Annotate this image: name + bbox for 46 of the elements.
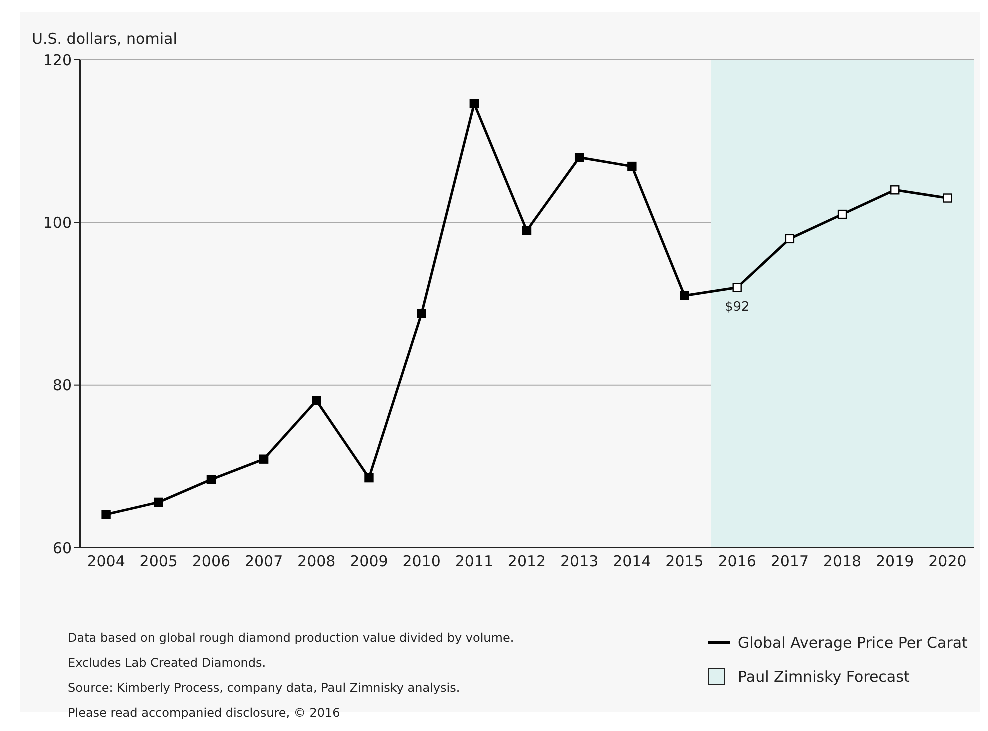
x-tick-label: 2004 xyxy=(87,552,126,571)
x-tick-label: 2015 xyxy=(666,552,704,571)
point xyxy=(364,473,374,483)
point xyxy=(259,454,269,464)
point xyxy=(680,291,690,300)
x-tick-label: 2012 xyxy=(508,552,546,571)
source-note: Source: Kimberly Process, company data, Paul Zimnisky analysis. xyxy=(68,680,462,697)
text: Excludes Lab Created Diamonds. xyxy=(68,655,268,672)
point xyxy=(732,283,742,292)
point xyxy=(102,510,111,520)
x-tick-label: 2011 xyxy=(455,552,494,571)
point xyxy=(890,186,900,195)
x-tick-label: 2008 xyxy=(298,552,336,571)
x-tick-label: 2014 xyxy=(613,552,652,571)
x-tick-label: 2007 xyxy=(244,552,284,571)
x-tick-label: 2017 xyxy=(770,552,810,571)
point xyxy=(838,210,848,220)
x-tick-label: 2018 xyxy=(823,552,862,571)
x-tick-label: 2006 xyxy=(192,552,231,571)
legend-label: Paul Zimnisky Forecast xyxy=(737,667,911,688)
x-tick-label: 2013 xyxy=(560,552,599,571)
point xyxy=(943,194,952,203)
y-axis-title: U.S. dollars, nomial xyxy=(32,30,178,48)
annotation: $92 xyxy=(724,300,750,315)
text: Data based on global rough diamond production value divided by volume. xyxy=(68,630,514,647)
y-tick-label: 60 xyxy=(52,539,72,558)
x-tick-label: 2009 xyxy=(350,552,388,571)
point xyxy=(628,162,637,172)
point xyxy=(574,153,584,162)
y-tick-label: 120 xyxy=(43,51,72,70)
point xyxy=(470,99,480,109)
point xyxy=(522,226,532,236)
x-tick-label: 2019 xyxy=(876,552,914,571)
point xyxy=(206,475,216,484)
x-tick-label: 2010 xyxy=(402,552,441,571)
point xyxy=(154,498,164,508)
x-tick-label: 2020 xyxy=(928,552,967,571)
y-tick-label: 100 xyxy=(43,214,72,232)
point xyxy=(417,309,426,318)
y-tick-label: 80 xyxy=(52,376,72,395)
x-tick-label: 2005 xyxy=(140,552,178,571)
point xyxy=(785,234,795,244)
point xyxy=(312,396,322,406)
text: Please read accompanied disclosure, © 2016 xyxy=(68,705,342,722)
x-tick-label: 2016 xyxy=(718,552,756,571)
legend-label: Global Average Price Per Carat xyxy=(737,633,968,654)
